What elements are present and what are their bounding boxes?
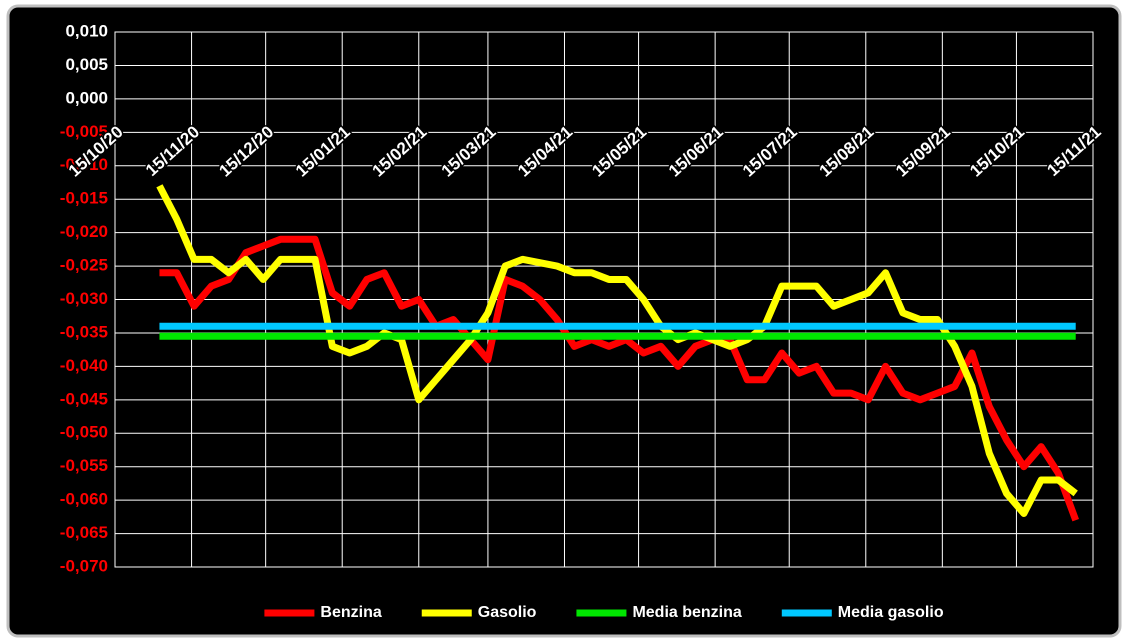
y-tick-label: -0,070 [60,556,108,575]
y-tick-label: -0,040 [60,356,108,375]
y-tick-label: 0,010 [65,21,108,40]
y-tick-label: -0,025 [60,256,108,275]
y-tick-label: -0,055 [60,456,108,475]
y-tick-label: -0,045 [60,389,108,408]
y-tick-label: -0,035 [60,322,108,341]
legend-label: Media benzina [632,604,741,621]
series-line [159,235,1079,522]
legend-label: Gasolio [478,604,537,621]
y-tick-label: -0,065 [60,523,108,542]
y-tick-label: 0,005 [65,55,108,74]
y-tick-label: -0,050 [60,423,108,442]
y-tick-label: -0,030 [60,289,108,308]
legend-label: Media gasolio [838,604,944,621]
legend-label: Benzina [320,604,381,621]
y-tick-label: -0,005 [60,122,108,141]
series-line [156,184,1078,517]
y-tick-label: -0,060 [60,490,108,509]
y-tick-label: -0,015 [60,189,108,208]
plot [156,184,1079,522]
y-tick-label: -0,020 [60,222,108,241]
legend: Benzina Gasolio Media benzina Media gasolio [264,604,944,621]
y-tick-label: -0,010 [60,155,108,174]
y-tick-label: 0,000 [65,88,108,107]
plot-border [114,31,1094,568]
